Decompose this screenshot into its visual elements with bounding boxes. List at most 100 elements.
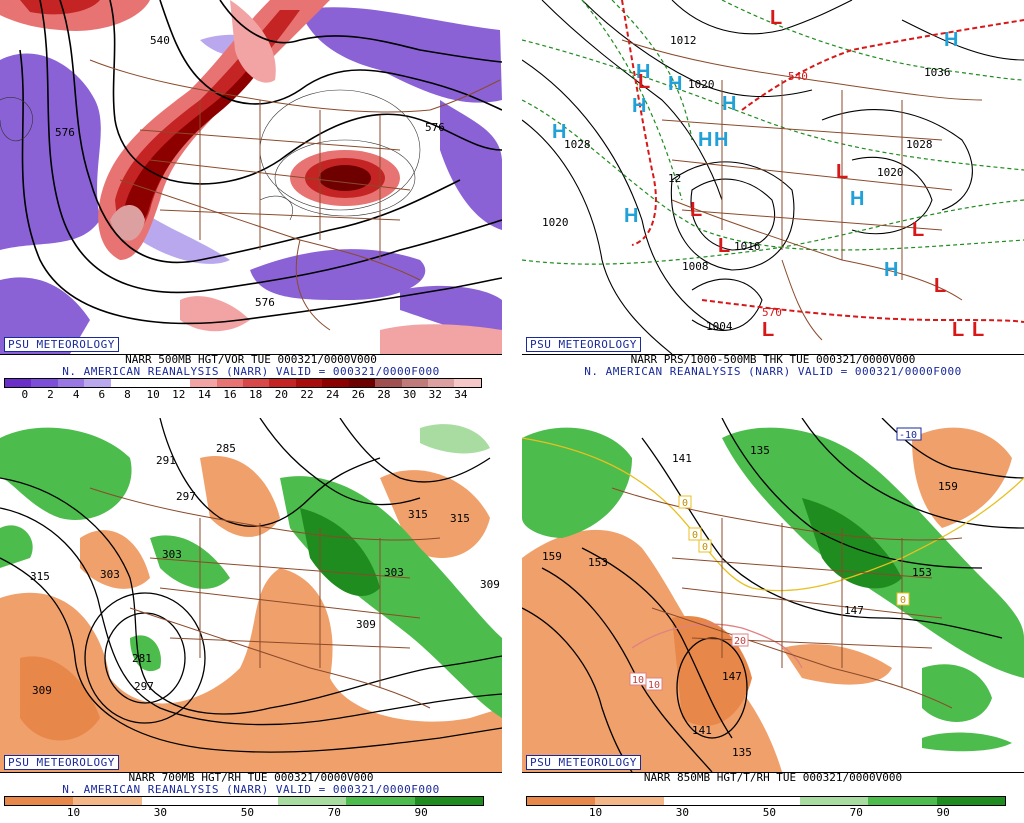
- product-title: NARR 850MB HGT/T/RH TUE 000321/0000V000: [643, 771, 903, 784]
- negative-vorticity-region: [300, 7, 502, 103]
- dry-region: [200, 456, 280, 537]
- low-pressure-center: L: [770, 7, 782, 29]
- colorbar-tick-label: 20: [274, 388, 288, 401]
- low-pressure-center: L: [762, 319, 774, 341]
- colorbar-swatch: [5, 379, 32, 387]
- map-850mb-rh-temp: 141 135 159 153 159 147 153 147 141 135 …: [522, 418, 1024, 773]
- positive-vorticity-region: [180, 296, 250, 332]
- high-pressure-center: H: [552, 121, 566, 143]
- colorbar-swatch: [868, 797, 937, 805]
- svg-text:0: 0: [702, 542, 708, 553]
- svg-text:-10: -10: [899, 430, 917, 441]
- product-title: NARR PRS/1000-500MB THK TUE 000321/0000V…: [630, 353, 916, 366]
- svg-text:1012: 1012: [670, 34, 697, 47]
- political-boundaries: [89, 487, 441, 709]
- colorbar-tick-label: 10: [146, 388, 160, 401]
- product-title: NARR 700MB HGT/RH TUE 000321/0000V000: [128, 771, 374, 784]
- brand-label: PSU METEOROLOGY: [4, 755, 119, 770]
- colorbar-swatch: [242, 379, 270, 387]
- colorbar-swatch: [348, 379, 376, 387]
- positive-vorticity-core: [125, 60, 265, 226]
- negative-vorticity-region: [250, 249, 426, 300]
- colorbar-tick-label: 30: [153, 806, 168, 819]
- colorbar-tick-label: 70: [849, 806, 863, 819]
- svg-text:303: 303: [162, 548, 182, 561]
- svg-text:10: 10: [632, 675, 644, 686]
- moist-region: [0, 525, 33, 568]
- colorbar-swatch: [216, 379, 243, 387]
- colorbar-tick-label: 24: [326, 388, 340, 401]
- svg-text:135: 135: [732, 746, 752, 759]
- svg-text:0: 0: [692, 530, 698, 541]
- colorbar-swatch: [401, 379, 428, 387]
- svg-text:141: 141: [692, 724, 712, 737]
- colorbar-swatch: [163, 379, 191, 387]
- positive-vorticity-core: [110, 205, 145, 241]
- positive-vorticity-region: [380, 324, 502, 354]
- high-pressure-center: H: [668, 73, 682, 95]
- isobars: [522, 0, 1024, 354]
- svg-text:1028: 1028: [564, 138, 591, 151]
- map-500mb-vorticity: 540 576 576 576: [0, 0, 502, 355]
- valid-time: N. AMERICAN REANALYSIS (NARR) VALID = 00…: [62, 365, 440, 378]
- vorticity-map-svg: 540 576 576 576: [0, 0, 502, 354]
- colorbar-tick-label: 18: [249, 388, 263, 401]
- colorbar-tick-label: 26: [351, 388, 365, 401]
- high-pressure-center: H: [632, 95, 646, 117]
- svg-text:281: 281: [132, 652, 152, 665]
- colorbar-tick-label: 10: [588, 806, 603, 819]
- low-pressure-center: L: [952, 319, 964, 341]
- vorticity-colorbar-ticks: 0 2 4 6 8 10 12 14 16 18 20 22 24 26 28 30 32 34: [4, 388, 480, 402]
- rh-colorbar: [4, 796, 484, 806]
- temperature-contours: [522, 437, 1024, 592]
- colorbar-swatch: [73, 797, 142, 805]
- svg-text:570: 570: [762, 306, 782, 319]
- svg-text:540: 540: [788, 70, 808, 83]
- high-pressure-center: H: [944, 29, 958, 51]
- colorbar-tick-label: 2: [47, 388, 54, 401]
- colorbar-swatch: [595, 797, 664, 805]
- svg-text:1008: 1008: [682, 260, 709, 273]
- dry-region: [782, 644, 892, 685]
- valid-time: N. AMERICAN REANALYSIS (NARR) VALID = 00…: [584, 365, 962, 378]
- colorbar-swatch: [731, 797, 801, 805]
- rh-colorbar-ticks: 10 30 50 70 90: [526, 806, 1004, 820]
- positive-vorticity-jet: [98, 0, 331, 260]
- temperature-contours: [631, 623, 803, 669]
- colorbar-swatch: [278, 797, 347, 805]
- moist-region: [922, 732, 1012, 752]
- low-pressure-center: L: [972, 319, 984, 341]
- panel-pressure-thickness: 1012 1020 1028 1020 1036 1028 1020 1016 …: [522, 0, 1024, 405]
- dry-region: [80, 530, 150, 589]
- low-pressure-center: L: [690, 199, 702, 221]
- high-pressure-center: H: [636, 61, 650, 83]
- brand-label: PSU METEOROLOGY: [4, 337, 119, 352]
- temperature-labels: -10 0 0 0 0 10 10 20: [629, 427, 922, 691]
- svg-text:1028: 1028: [906, 138, 933, 151]
- svg-text:315: 315: [30, 570, 50, 583]
- brand-label: PSU METEOROLOGY: [526, 337, 641, 352]
- colorbar-tick-label: 12: [172, 388, 186, 401]
- colorbar-swatch: [346, 797, 415, 805]
- colorbar-swatch: [84, 379, 111, 387]
- colorbar-swatch: [375, 379, 402, 387]
- dry-region: [20, 656, 100, 741]
- colorbar-tick-label: 34: [454, 388, 468, 401]
- svg-text:297: 297: [176, 490, 196, 503]
- height-contours: [0, 418, 502, 753]
- high-pressure-center: H: [714, 129, 728, 151]
- moist-region: [0, 427, 132, 520]
- valid-time: N. AMERICAN REANALYSIS (NARR) VALID = 00…: [62, 783, 440, 796]
- moist-region: [420, 424, 490, 454]
- colorbar-swatch: [527, 797, 596, 805]
- negative-vorticity-region: [0, 277, 90, 354]
- colorbar-tick-label: 8: [124, 388, 131, 401]
- map-700mb-rh: 285 291 297 303 315 303 281 297 309 315 …: [0, 418, 502, 773]
- svg-text:12: 12: [668, 172, 681, 185]
- colorbar-tick-label: 28: [377, 388, 391, 401]
- svg-text:10: 10: [648, 680, 660, 691]
- colorbar-swatch: [428, 379, 455, 387]
- map-pressure-thickness: 1012 1020 1028 1020 1036 1028 1020 1016 …: [522, 0, 1024, 355]
- high-pressure-center: H: [624, 205, 638, 227]
